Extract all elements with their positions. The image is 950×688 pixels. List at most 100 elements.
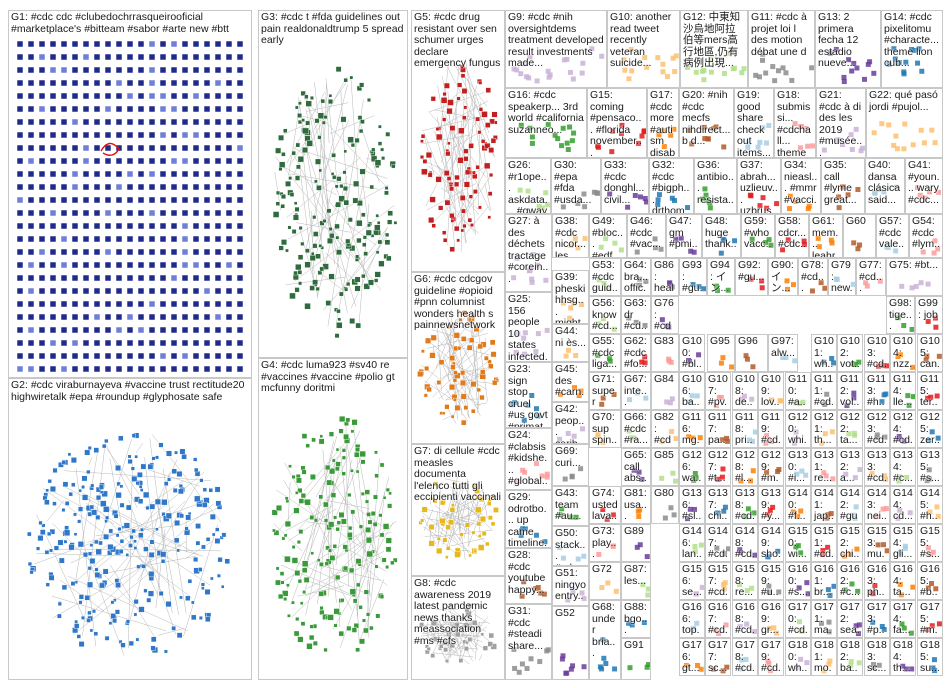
vertex-node	[95, 514, 101, 520]
vertex-node	[236, 92, 244, 100]
vertex-node	[850, 512, 856, 518]
vertex-node	[159, 274, 167, 282]
vertex-node	[825, 587, 831, 593]
vertex-node	[60, 131, 68, 139]
vertex-node	[225, 313, 233, 321]
vertex-node	[722, 580, 728, 586]
vertex-node	[642, 195, 648, 201]
vertex-node	[317, 135, 322, 140]
group-graph-g12	[685, 50, 747, 83]
vertex-node	[571, 130, 577, 136]
vertex-node	[535, 413, 541, 419]
edge	[460, 498, 493, 530]
vertex-node	[655, 55, 661, 61]
group-graph-cell75	[924, 621, 942, 633]
group-graph-cell4	[895, 352, 915, 370]
vertex-node	[374, 278, 379, 283]
vertex-node	[327, 237, 333, 244]
vertex-node	[293, 270, 298, 276]
vertex-node	[87, 446, 92, 450]
vertex-node	[181, 365, 189, 373]
vertex-node	[181, 92, 189, 100]
vertex-node	[898, 592, 904, 598]
vertex-node	[544, 202, 550, 208]
vertex-node	[159, 313, 167, 321]
vertex-node	[543, 277, 549, 283]
group-label: G135: #s...	[920, 449, 940, 484]
vertex-node	[385, 131, 391, 137]
vertex-node	[766, 589, 772, 595]
group-panel-cell83: G183: sc...	[864, 638, 890, 676]
group-graph-g53	[596, 277, 610, 292]
vertex-node	[113, 598, 117, 602]
vertex-node	[214, 209, 222, 217]
vertex-node	[529, 134, 535, 140]
edge	[477, 326, 488, 402]
vertex-node	[104, 313, 112, 321]
vertex-node	[198, 615, 203, 620]
vertex-node	[672, 69, 678, 75]
vertex-node	[560, 555, 566, 561]
group-label: G37: abrah... uzlieuv... uzbrus...	[740, 159, 778, 214]
edge	[435, 511, 438, 533]
vertex-node	[137, 365, 145, 373]
vertex-node	[784, 278, 790, 284]
group-label: G1: #cdc cdc #clubedochrrasqueirooficial…	[11, 11, 229, 35]
edge	[356, 499, 370, 616]
vertex-node	[581, 664, 587, 670]
vertex-node	[460, 336, 467, 342]
vertex-node	[875, 363, 881, 369]
group-label: G130: #i...	[788, 449, 808, 484]
edge	[479, 654, 483, 661]
vertex-node	[335, 574, 341, 580]
vertex-node	[633, 319, 639, 325]
edge	[75, 453, 98, 580]
vertex-node	[780, 65, 786, 71]
edge	[303, 435, 338, 563]
group-graph-g87	[640, 582, 650, 598]
group-panel-cell3: G103: #cd...	[864, 334, 890, 372]
vertex-node	[71, 40, 79, 48]
vertex-node	[236, 365, 244, 373]
vertex-node	[722, 504, 728, 510]
group-graph-cell12	[844, 390, 857, 408]
vertex-node	[517, 187, 523, 193]
group-panel-cell48: G148: #cd...	[732, 524, 758, 562]
vertex-node	[572, 236, 578, 242]
vertex-node	[748, 478, 754, 484]
vertex-node	[38, 520, 43, 525]
vertex-node	[318, 591, 324, 597]
group-label: G168: #cd...	[735, 601, 755, 637]
vertex-node	[381, 557, 387, 563]
vertex-node	[170, 40, 178, 48]
vertex-node	[634, 390, 640, 396]
edge	[447, 91, 457, 231]
vertex-node	[929, 127, 935, 133]
vertex-node	[203, 66, 211, 74]
vertex-node	[535, 262, 541, 268]
vertex-node	[38, 79, 46, 87]
vertex-node	[170, 196, 178, 204]
vertex-node	[339, 415, 346, 423]
vertex-node	[428, 540, 435, 547]
vertex-node	[93, 222, 101, 230]
vertex-node	[148, 79, 156, 87]
vertex-node	[104, 235, 112, 243]
edge	[462, 370, 479, 378]
edge	[441, 187, 449, 194]
vertex-node	[430, 334, 437, 341]
vertex-node	[477, 205, 482, 210]
group-panel-g39: G39: pheski hhsg... might...	[552, 270, 589, 324]
group-graph-g61	[815, 235, 835, 250]
vertex-node	[794, 664, 800, 670]
vertex-node	[643, 395, 649, 401]
vertex-node	[181, 66, 189, 74]
vertex-node	[355, 254, 360, 259]
vertex-node	[71, 79, 79, 87]
vertex-node	[236, 118, 244, 126]
vertex-node	[660, 61, 666, 67]
edge	[436, 614, 439, 643]
vertex-node	[137, 157, 145, 165]
vertex-node	[225, 105, 233, 113]
vertex-node	[792, 358, 797, 364]
